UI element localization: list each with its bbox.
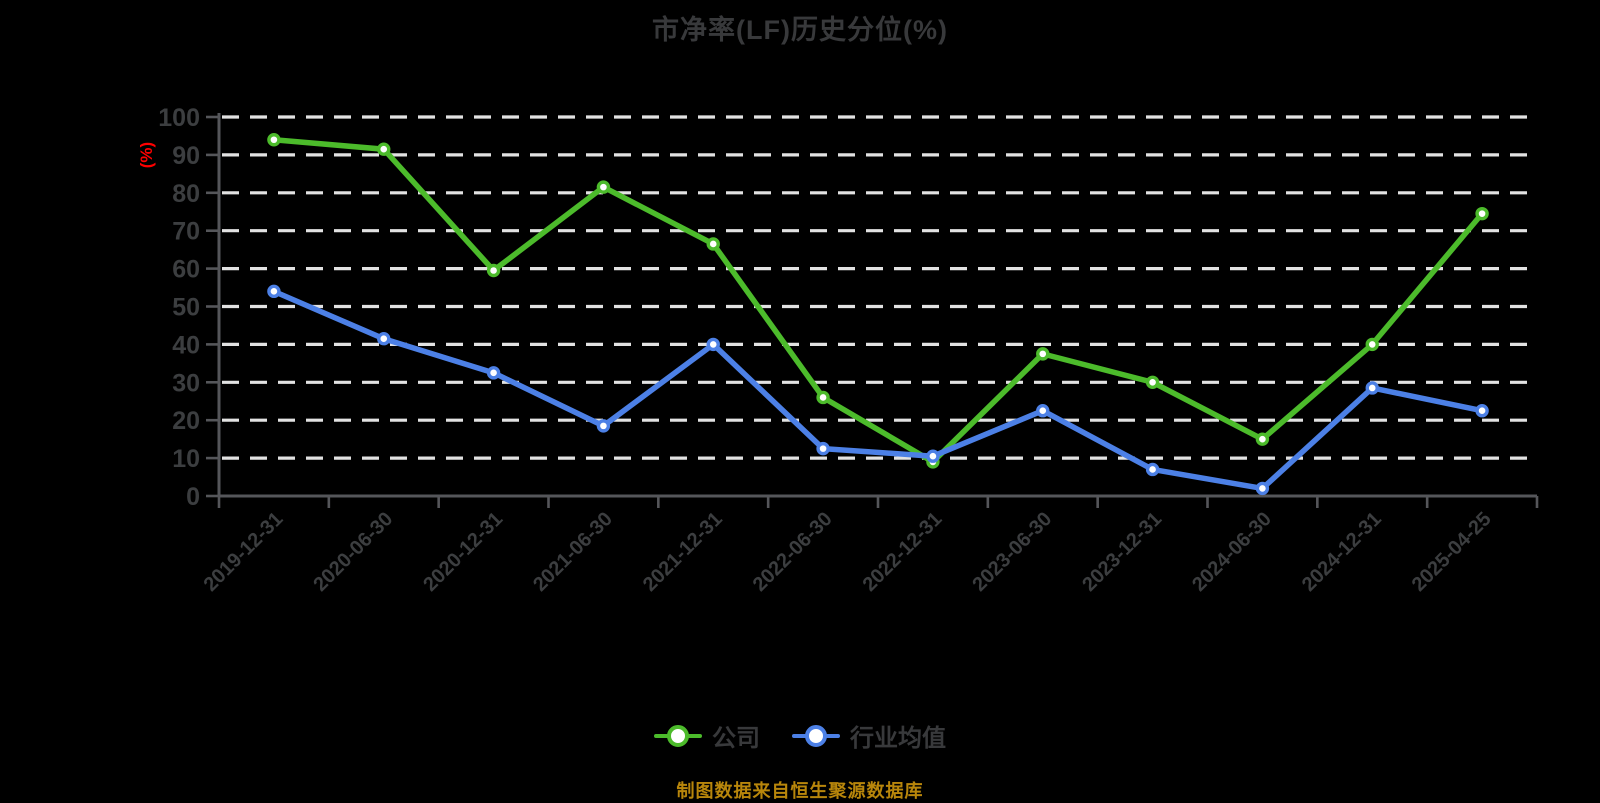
industry-series-marker-icon: [792, 723, 840, 749]
data-point-company[interactable]: [816, 390, 830, 405]
data-point-industry-average[interactable]: [1475, 404, 1489, 418]
data-source-note: 制图数据来自恒生聚源数据库: [676, 781, 924, 801]
data-point-company[interactable]: [1036, 347, 1050, 361]
x-axis-label: 2022-12-31: [859, 508, 947, 596]
data-point-industry-average[interactable]: [926, 449, 940, 463]
legend-label-industry-average: 行业均值: [850, 725, 946, 752]
data-point-company[interactable]: [706, 237, 720, 251]
data-point-company[interactable]: [596, 180, 611, 194]
y-tick-label: 80: [172, 180, 200, 208]
y-tick-label: 30: [172, 369, 200, 397]
y-tick-label: 100: [158, 104, 200, 132]
data-point-company[interactable]: [377, 142, 391, 156]
data-point-company[interactable]: [1145, 375, 1160, 389]
x-axis-label: 2025-04-25: [1408, 508, 1496, 596]
y-tick-label: 60: [172, 256, 200, 284]
data-point-industry-average[interactable]: [816, 441, 830, 456]
x-axis-label: 2023-12-31: [1078, 508, 1166, 596]
series-line-company: [271, 136, 1485, 465]
data-point-industry-average[interactable]: [1036, 404, 1050, 418]
legend-label-company: 公司: [712, 725, 760, 752]
data-point-industry-average[interactable]: [486, 366, 501, 380]
data-point-industry-average[interactable]: [1255, 481, 1270, 496]
x-axis-label: 2019-12-31: [200, 508, 288, 596]
y-tick-label: 40: [172, 331, 200, 359]
data-point-industry-average[interactable]: [1365, 381, 1379, 395]
chart-title: 市净率(LF)历史分位(%): [652, 15, 948, 45]
y-tick-label: 70: [172, 218, 200, 246]
data-point-company[interactable]: [267, 133, 281, 147]
y-tick-label: 90: [172, 142, 200, 170]
data-point-industry-average[interactable]: [267, 284, 281, 299]
x-axis-label: 2024-12-31: [1298, 508, 1386, 596]
legend-item-company[interactable]: 公司: [654, 718, 760, 753]
data-point-industry-average[interactable]: [377, 332, 391, 346]
data-point-industry-average[interactable]: [596, 419, 611, 433]
x-axis-label: 2021-06-30: [529, 508, 617, 596]
legend-item-industry-average[interactable]: 行业均值: [792, 718, 946, 753]
x-axis-label: 2024-06-30: [1188, 508, 1276, 596]
y-tick-label: 20: [172, 407, 200, 435]
data-point-company[interactable]: [1365, 337, 1379, 352]
data-point-company[interactable]: [1475, 206, 1489, 221]
data-point-company[interactable]: [1255, 432, 1270, 446]
x-axis-label: 2023-06-30: [968, 508, 1056, 596]
y-tick-label: 0: [186, 483, 200, 511]
company-series-marker-icon: [654, 723, 702, 749]
x-axis-label: 2020-12-31: [419, 508, 507, 596]
x-axis-label: 2021-12-31: [639, 508, 727, 596]
x-axis-label: 2020-06-30: [309, 508, 397, 596]
data-point-industry-average[interactable]: [1145, 462, 1160, 477]
series-line-industry-average: [271, 288, 1485, 492]
data-point-company[interactable]: [486, 263, 501, 278]
x-axis-label: 2022-06-30: [749, 508, 837, 596]
y-tick-label: 50: [172, 294, 200, 322]
y-tick-label: 10: [172, 445, 200, 473]
legend: 公司 行业均值: [0, 718, 1600, 753]
data-point-industry-average[interactable]: [706, 337, 720, 352]
